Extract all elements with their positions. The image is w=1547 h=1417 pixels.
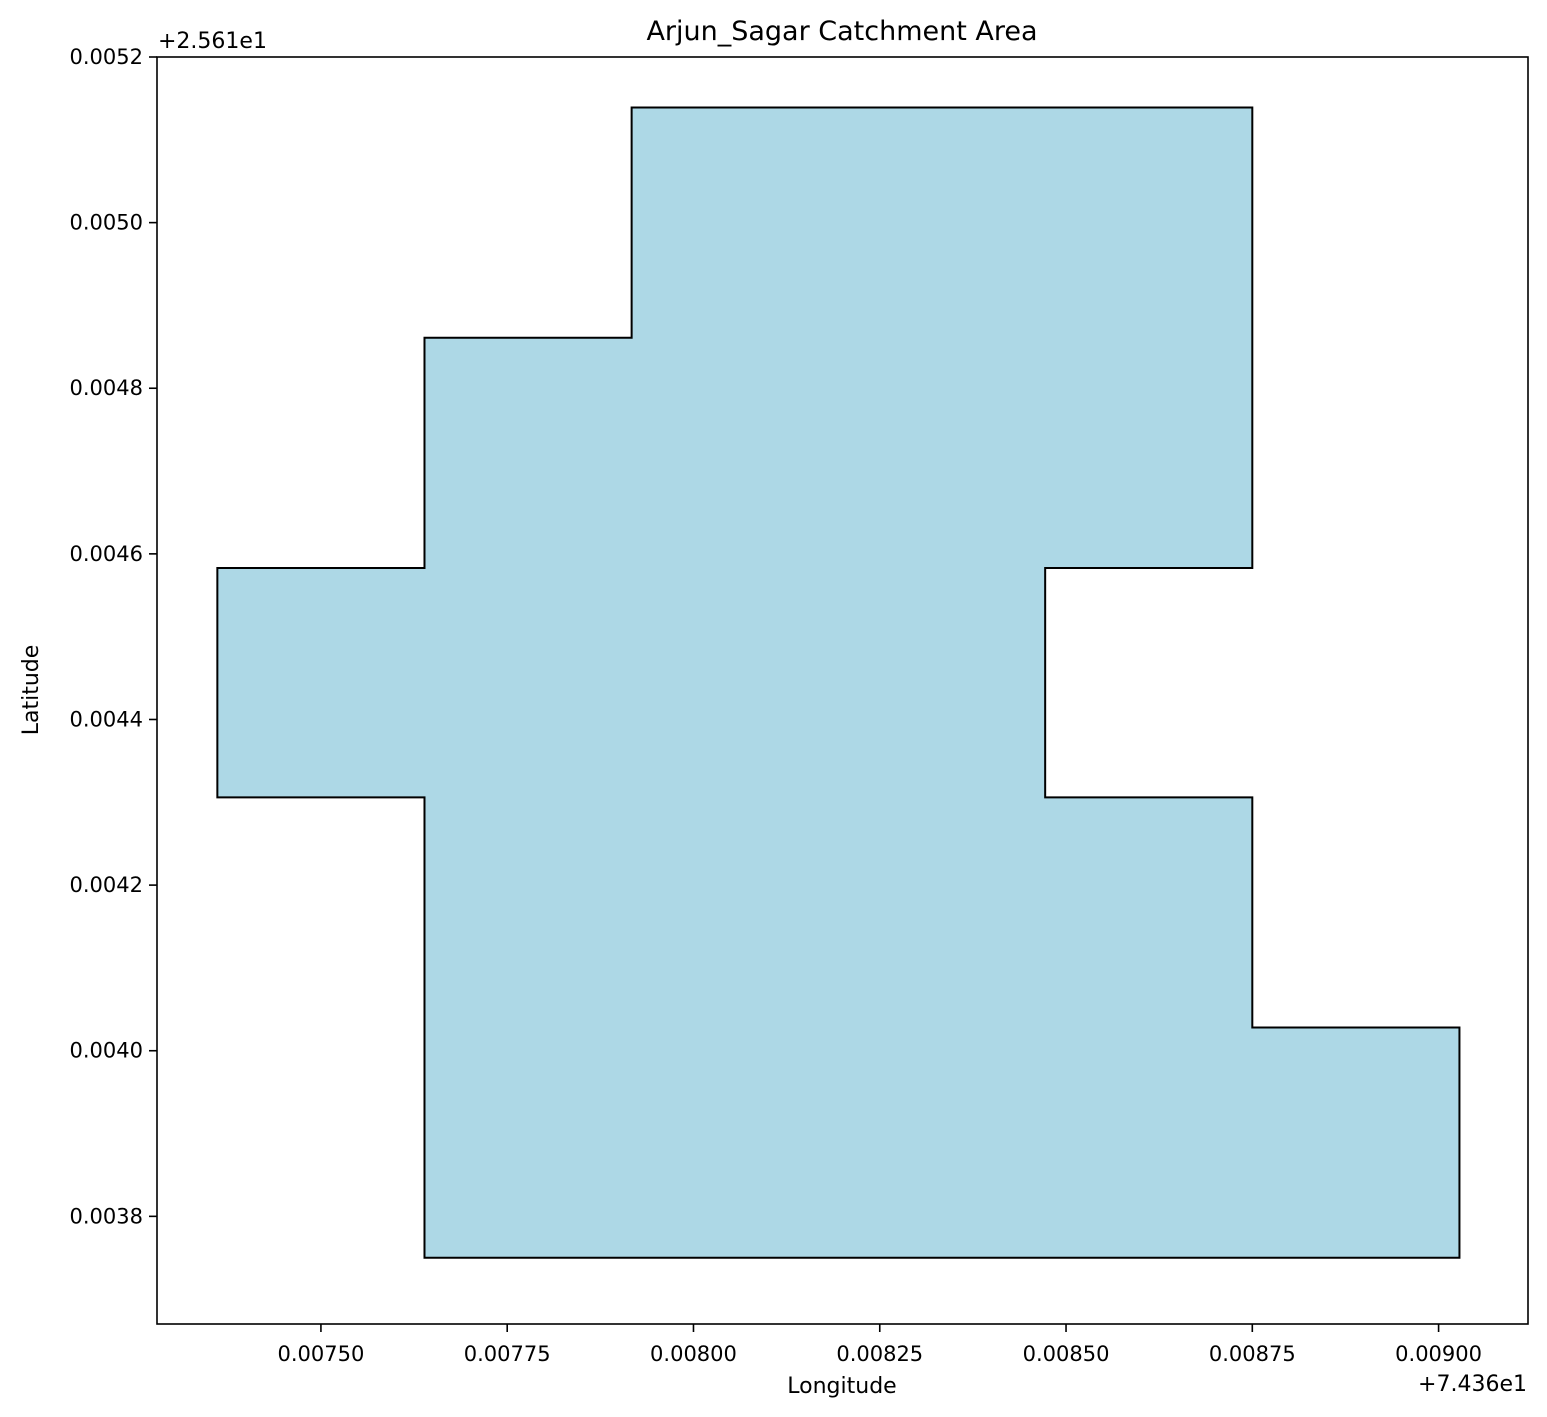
y-tick-label: 0.0040 bbox=[70, 1039, 143, 1063]
y-tick-label: 0.0046 bbox=[70, 542, 143, 566]
y-offset-text: +2.561e1 bbox=[158, 29, 267, 54]
x-axis-label: Longitude bbox=[787, 1374, 896, 1399]
y-tick-label: 0.0038 bbox=[70, 1204, 143, 1228]
x-tick-label: 0.00875 bbox=[1209, 1342, 1296, 1366]
x-tick-label: 0.00825 bbox=[836, 1342, 923, 1366]
x-tick-label: 0.00800 bbox=[650, 1342, 737, 1366]
axes-frame bbox=[156, 56, 1529, 1325]
y-tick-label: 0.0042 bbox=[70, 873, 143, 897]
y-tick-label: 0.0044 bbox=[70, 707, 143, 731]
x-offset-text: +7.436e1 bbox=[1418, 1372, 1527, 1397]
catchment-polygon bbox=[216, 106, 1461, 1259]
x-tick-label: 0.00900 bbox=[1395, 1342, 1482, 1366]
y-axis-label: Latitude bbox=[19, 645, 44, 736]
chart-title: Arjun_Sagar Catchment Area bbox=[646, 16, 1037, 47]
y-tick-label: 0.0052 bbox=[70, 45, 143, 69]
y-tick-label: 0.0048 bbox=[70, 376, 143, 400]
x-tick-label: 0.00750 bbox=[278, 1342, 365, 1366]
x-tick-label: 0.00775 bbox=[464, 1342, 551, 1366]
x-axis-ticks: 0.00750 0.00775 0.00800 0.00825 0.00850 0.008… bbox=[278, 1324, 1482, 1366]
y-tick-label: 0.0050 bbox=[70, 211, 143, 235]
plot-area bbox=[156, 56, 1529, 1325]
y-axis-ticks: 0.0038 0.0040 0.0042 0.0044 0.0046 0.0048 0.00… bbox=[70, 45, 157, 1228]
x-tick-label: 0.00850 bbox=[1023, 1342, 1110, 1366]
